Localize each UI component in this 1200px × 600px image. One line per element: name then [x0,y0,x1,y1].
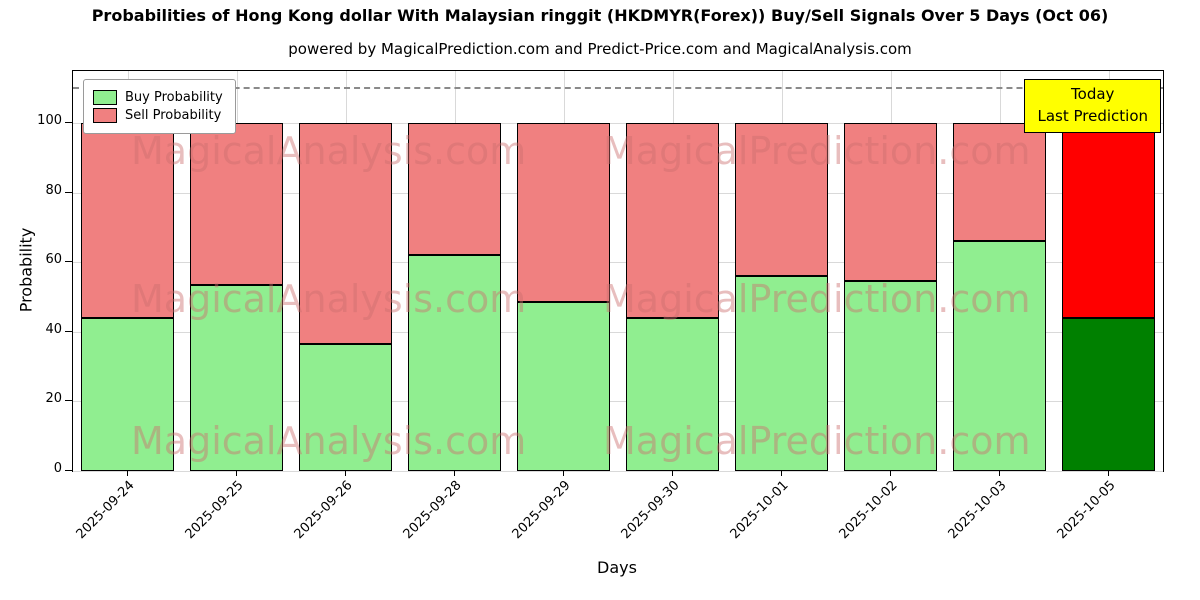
x-tick-mark [671,470,673,476]
x-tick-mark [126,470,128,476]
annotation-line-last-prediction: Last Prediction [1037,106,1148,125]
y-tick-mark [65,191,72,193]
chart-legend: Buy Probability Sell Probability [83,79,236,134]
x-tick-label: 2025-09-30 [618,478,683,543]
y-tick-mark [65,400,72,402]
bar-segment-sell [189,123,284,285]
bar-segment-buy [80,317,175,471]
x-tick-label: 2025-09-25 [182,478,247,543]
bar-segment-sell [298,123,393,345]
bar-segment-buy [843,281,938,471]
x-tick-mark [453,470,455,476]
x-tick-label: 2025-10-02 [836,478,901,543]
bar-segment-sell [407,123,502,256]
x-tick-label: 2025-09-24 [73,478,138,543]
bar-segment-sell [80,123,175,318]
bar-segment-buy [516,302,611,471]
chart-title: Probabilities of Hong Kong dollar With M… [91,6,1109,25]
x-tick-label: 2025-10-05 [1054,478,1119,543]
x-axis-label: Days [597,558,637,577]
bar-segment-buy [189,284,284,471]
y-tick-mark [65,330,72,332]
y-tick-label: 40 [45,321,62,337]
x-tick-mark [344,470,346,476]
bar-segment-buy [734,276,829,471]
x-tick-mark [998,470,1000,476]
chart-subtitle: powered by MagicalPrediction.com and Pre… [288,40,912,58]
x-tick-label: 2025-10-03 [945,478,1010,543]
y-tick-mark [65,261,72,263]
x-tick-label: 2025-10-01 [727,478,792,543]
legend-label-sell: Sell Probability [125,108,222,123]
x-tick-mark [562,470,564,476]
y-axis-label: Probability [16,227,36,313]
y-tick-label: 20 [45,391,62,407]
bar-segment-buy [407,255,502,471]
bar-segment-buy [298,344,393,471]
x-tick-label: 2025-09-29 [509,478,574,543]
annotation-box: Today Last Prediction [1024,79,1161,133]
x-tick-mark [1107,470,1109,476]
bar-segment-sell [952,123,1047,242]
x-tick-mark [780,470,782,476]
y-tick-label: 0 [53,461,62,476]
gridline-horizontal [73,331,1163,333]
gridline-horizontal [73,192,1163,194]
gridline-horizontal [73,123,1163,125]
bar-segment-sell [734,123,829,277]
x-tick-mark [235,470,237,476]
bar-segment-sell [625,123,720,318]
plot-area: Buy Probability Sell Probability Today L… [72,70,1164,472]
y-tick-label: 60 [45,252,62,268]
bar-segment-sell [516,123,611,303]
buy-color-swatch [93,90,117,105]
bar-segment-buy [1061,317,1156,471]
gridline-horizontal [73,262,1163,264]
dashed-threshold-line [73,87,1163,90]
y-tick-label: 100 [37,113,62,129]
x-tick-label: 2025-09-28 [400,478,465,543]
bar-segment-buy [625,317,720,471]
sell-color-swatch [93,108,117,123]
y-tick-label: 80 [45,182,62,198]
legend-item-buy: Buy Probability [93,90,223,105]
x-tick-mark [889,470,891,476]
legend-label-buy: Buy Probability [125,90,223,105]
gridline-horizontal [73,471,1163,472]
y-tick-mark [65,470,72,471]
bar-segment-sell [843,123,938,282]
annotation-line-today: Today [1071,85,1115,103]
legend-item-sell: Sell Probability [93,108,223,123]
x-tick-label: 2025-09-26 [291,478,356,543]
gridline-horizontal [73,401,1163,403]
y-tick-mark [65,122,72,124]
bar-segment-buy [952,241,1047,471]
